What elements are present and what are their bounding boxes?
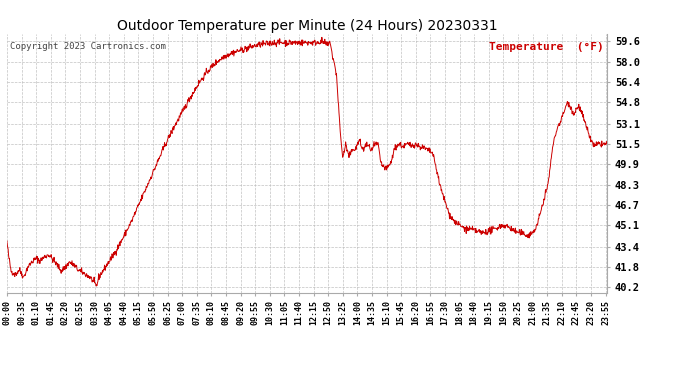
Text: Temperature  (°F): Temperature (°F) (489, 42, 604, 51)
Title: Outdoor Temperature per Minute (24 Hours) 20230331: Outdoor Temperature per Minute (24 Hours… (117, 19, 497, 33)
Text: Copyright 2023 Cartronics.com: Copyright 2023 Cartronics.com (10, 42, 166, 51)
